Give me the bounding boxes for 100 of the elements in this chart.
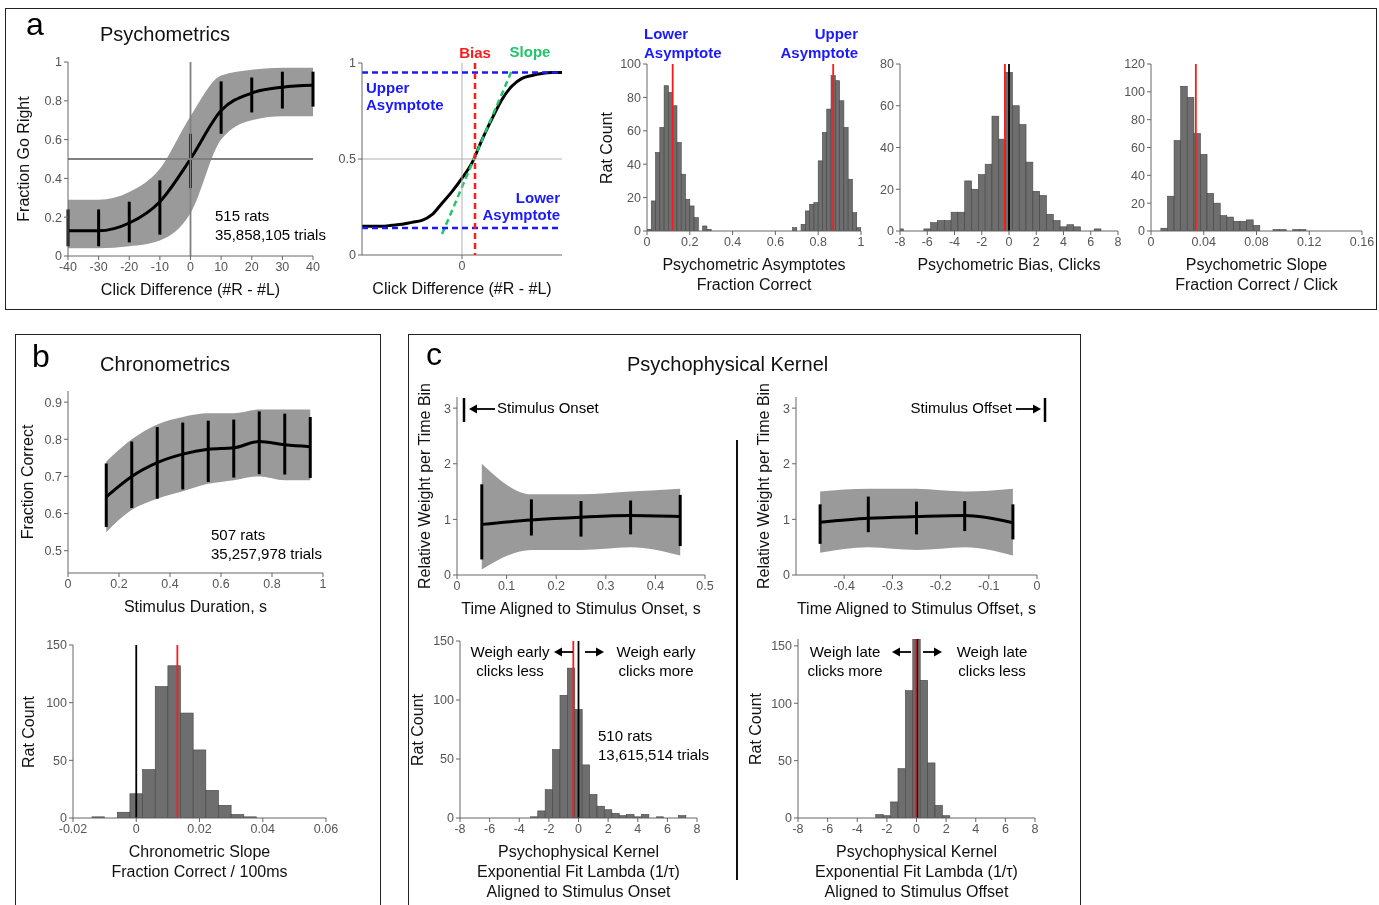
x-tick-label: 1 — [857, 234, 865, 249]
y-tick-label: 50 — [778, 754, 793, 769]
x-tick-label: -0.1 — [978, 578, 1000, 593]
x-tick-label: -6 — [921, 234, 933, 249]
annotation: 510 rats 13,615,514 trials — [598, 727, 709, 765]
x-tick-label: 0.8 — [263, 576, 281, 591]
x-tick-label: -4 — [513, 821, 525, 836]
x-tick-label: 0.2 — [110, 576, 128, 591]
y-tick-label: 3 — [444, 401, 452, 416]
x-axis-title: Psychometric Slope Fraction Correct / Click — [1175, 255, 1338, 295]
x-tick-label: 8 — [1031, 821, 1039, 836]
y-axis-title: Rat Count — [408, 693, 427, 766]
x-tick-label: 0.3 — [597, 578, 615, 593]
x-tick-label: 20 — [244, 259, 259, 274]
x-axis-title: Stimulus Duration, s — [123, 597, 268, 617]
y-axis-title: Fraction Correct — [18, 424, 37, 540]
y-tick-label: 0.7 — [44, 469, 63, 484]
y-tick-label: 0.4 — [44, 171, 63, 186]
x-tick-label: 0 — [575, 821, 583, 836]
x-tick-label: 0.5 — [696, 578, 714, 593]
x-tick-label: 6 — [663, 821, 671, 836]
x-tick-label: -6 — [484, 821, 496, 836]
y-tick-label: 0.5 — [44, 544, 63, 559]
annotation: Weigh early clicks more — [616, 643, 696, 681]
y-tick-label: 2 — [444, 457, 452, 472]
x-tick-label: -8 — [792, 821, 804, 836]
x-tick-label: -2 — [543, 821, 555, 836]
x-axis-title: Chronometric Slope Fraction Correct / 100ms — [111, 842, 288, 882]
x-axis-title: Time Aligned to Stimulus Offset, s — [796, 599, 1037, 619]
ref-line-label: Lower Asymptote — [482, 189, 561, 224]
annotation: 515 rats 35,858,105 trials — [215, 207, 326, 245]
y-tick-label: 0 — [634, 224, 642, 239]
y-tick-label: 0.6 — [44, 133, 63, 148]
x-tick-label: -30 — [89, 259, 108, 274]
x-tick-label: -0.2 — [929, 578, 952, 593]
x-tick-label: -8 — [454, 821, 466, 836]
annotation: Stimulus Offset — [910, 399, 1012, 418]
x-tick-label: 4 — [634, 821, 642, 836]
x-tick-label: 0.4 — [646, 578, 665, 593]
annotation: Weigh late clicks more — [807, 643, 883, 681]
y-axis-title: Relative Weight per Time Bin — [754, 382, 773, 590]
y-tick-label: 150 — [771, 639, 793, 654]
y-tick-label: 0.6 — [44, 507, 63, 522]
y-tick-label: 1 — [444, 512, 452, 527]
y-tick-label: 60 — [627, 124, 642, 139]
x-tick-label: 6 — [1087, 234, 1095, 249]
x-tick-label: 0.08 — [1244, 234, 1269, 249]
annotation: Stimulus Onset — [497, 399, 599, 418]
y-tick-label: 100 — [1124, 85, 1146, 100]
y-tick-label: 20 — [627, 191, 642, 206]
text: Upper Asymptote — [780, 25, 858, 63]
x-axis-title: Psychophysical Kernel Exponential Fit Lambda (1/τ) Aligned to Stimulus Offset — [815, 842, 1018, 902]
text: Bias — [459, 44, 491, 63]
y-tick-label: 0.2 — [44, 210, 63, 225]
y-tick-label: 0 — [1138, 224, 1146, 239]
y-tick-label: 120 — [1124, 57, 1146, 72]
x-tick-label: 4 — [972, 821, 980, 836]
y-tick-label: 20 — [1131, 196, 1146, 211]
y-axis-title: Rat Count — [746, 692, 765, 765]
y-axis-title: Relative Weight per Time Bin — [415, 382, 434, 590]
y-tick-label: 80 — [880, 57, 895, 72]
y-tick-label: 40 — [627, 157, 642, 172]
x-axis-title: Click Difference (#R - #L) — [372, 279, 552, 299]
y-tick-label: 100 — [620, 57, 642, 72]
y-tick-label: 0.5 — [338, 152, 357, 167]
y-tick-label: 0.8 — [44, 94, 63, 109]
y-tick-label: 80 — [627, 90, 642, 105]
x-tick-label: -6 — [822, 821, 834, 836]
x-tick-label: 0.4 — [723, 234, 742, 249]
x-tick-label: 0.16 — [1349, 234, 1375, 249]
x-tick-label: 0.12 — [1297, 234, 1322, 249]
y-axis-title: Fraction Go Right — [14, 96, 33, 222]
chart-title: Psychophysical Kernel — [627, 352, 829, 377]
y-axis-title: Rat Count — [597, 111, 616, 184]
annotation: Weigh early clicks less — [470, 643, 550, 681]
x-tick-label: 0.04 — [250, 821, 275, 836]
x-tick-label: -4 — [948, 234, 961, 249]
y-tick-label: 100 — [46, 696, 68, 711]
x-tick-label: 30 — [275, 259, 290, 274]
ref-line-label: Upper Asymptote — [366, 78, 444, 113]
x-tick-label: 0.02 — [187, 821, 212, 836]
chart-title: Chronometrics — [100, 352, 231, 377]
x-tick-label: 0 — [132, 821, 140, 836]
x-tick-label: 0.8 — [809, 234, 827, 249]
x-axis-title: Time Aligned to Stimulus Onset, s — [461, 599, 701, 619]
y-tick-label: 40 — [1131, 168, 1146, 183]
y-tick-label: 0.8 — [44, 432, 63, 447]
x-tick-label: 0.2 — [547, 578, 565, 593]
text: a — [26, 5, 44, 44]
y-tick-label: 40 — [880, 140, 895, 155]
annotation: 507 rats 35,257,978 trials — [211, 526, 322, 564]
x-axis-title: Psychophysical Kernel Exponential Fit Lambda (1/τ) Aligned to Stimulus Onset — [477, 842, 680, 902]
y-tick-label: 80 — [1131, 113, 1146, 128]
y-tick-label: 100 — [433, 693, 455, 708]
y-tick-label: 0 — [447, 811, 455, 826]
x-tick-label: 0.4 — [161, 576, 179, 591]
x-tick-label: 2 — [1032, 234, 1040, 249]
x-axis-title: Psychometric Bias, Clicks — [917, 255, 1101, 275]
x-tick-label: -20 — [120, 259, 139, 274]
x-tick-label: 2 — [942, 821, 950, 836]
